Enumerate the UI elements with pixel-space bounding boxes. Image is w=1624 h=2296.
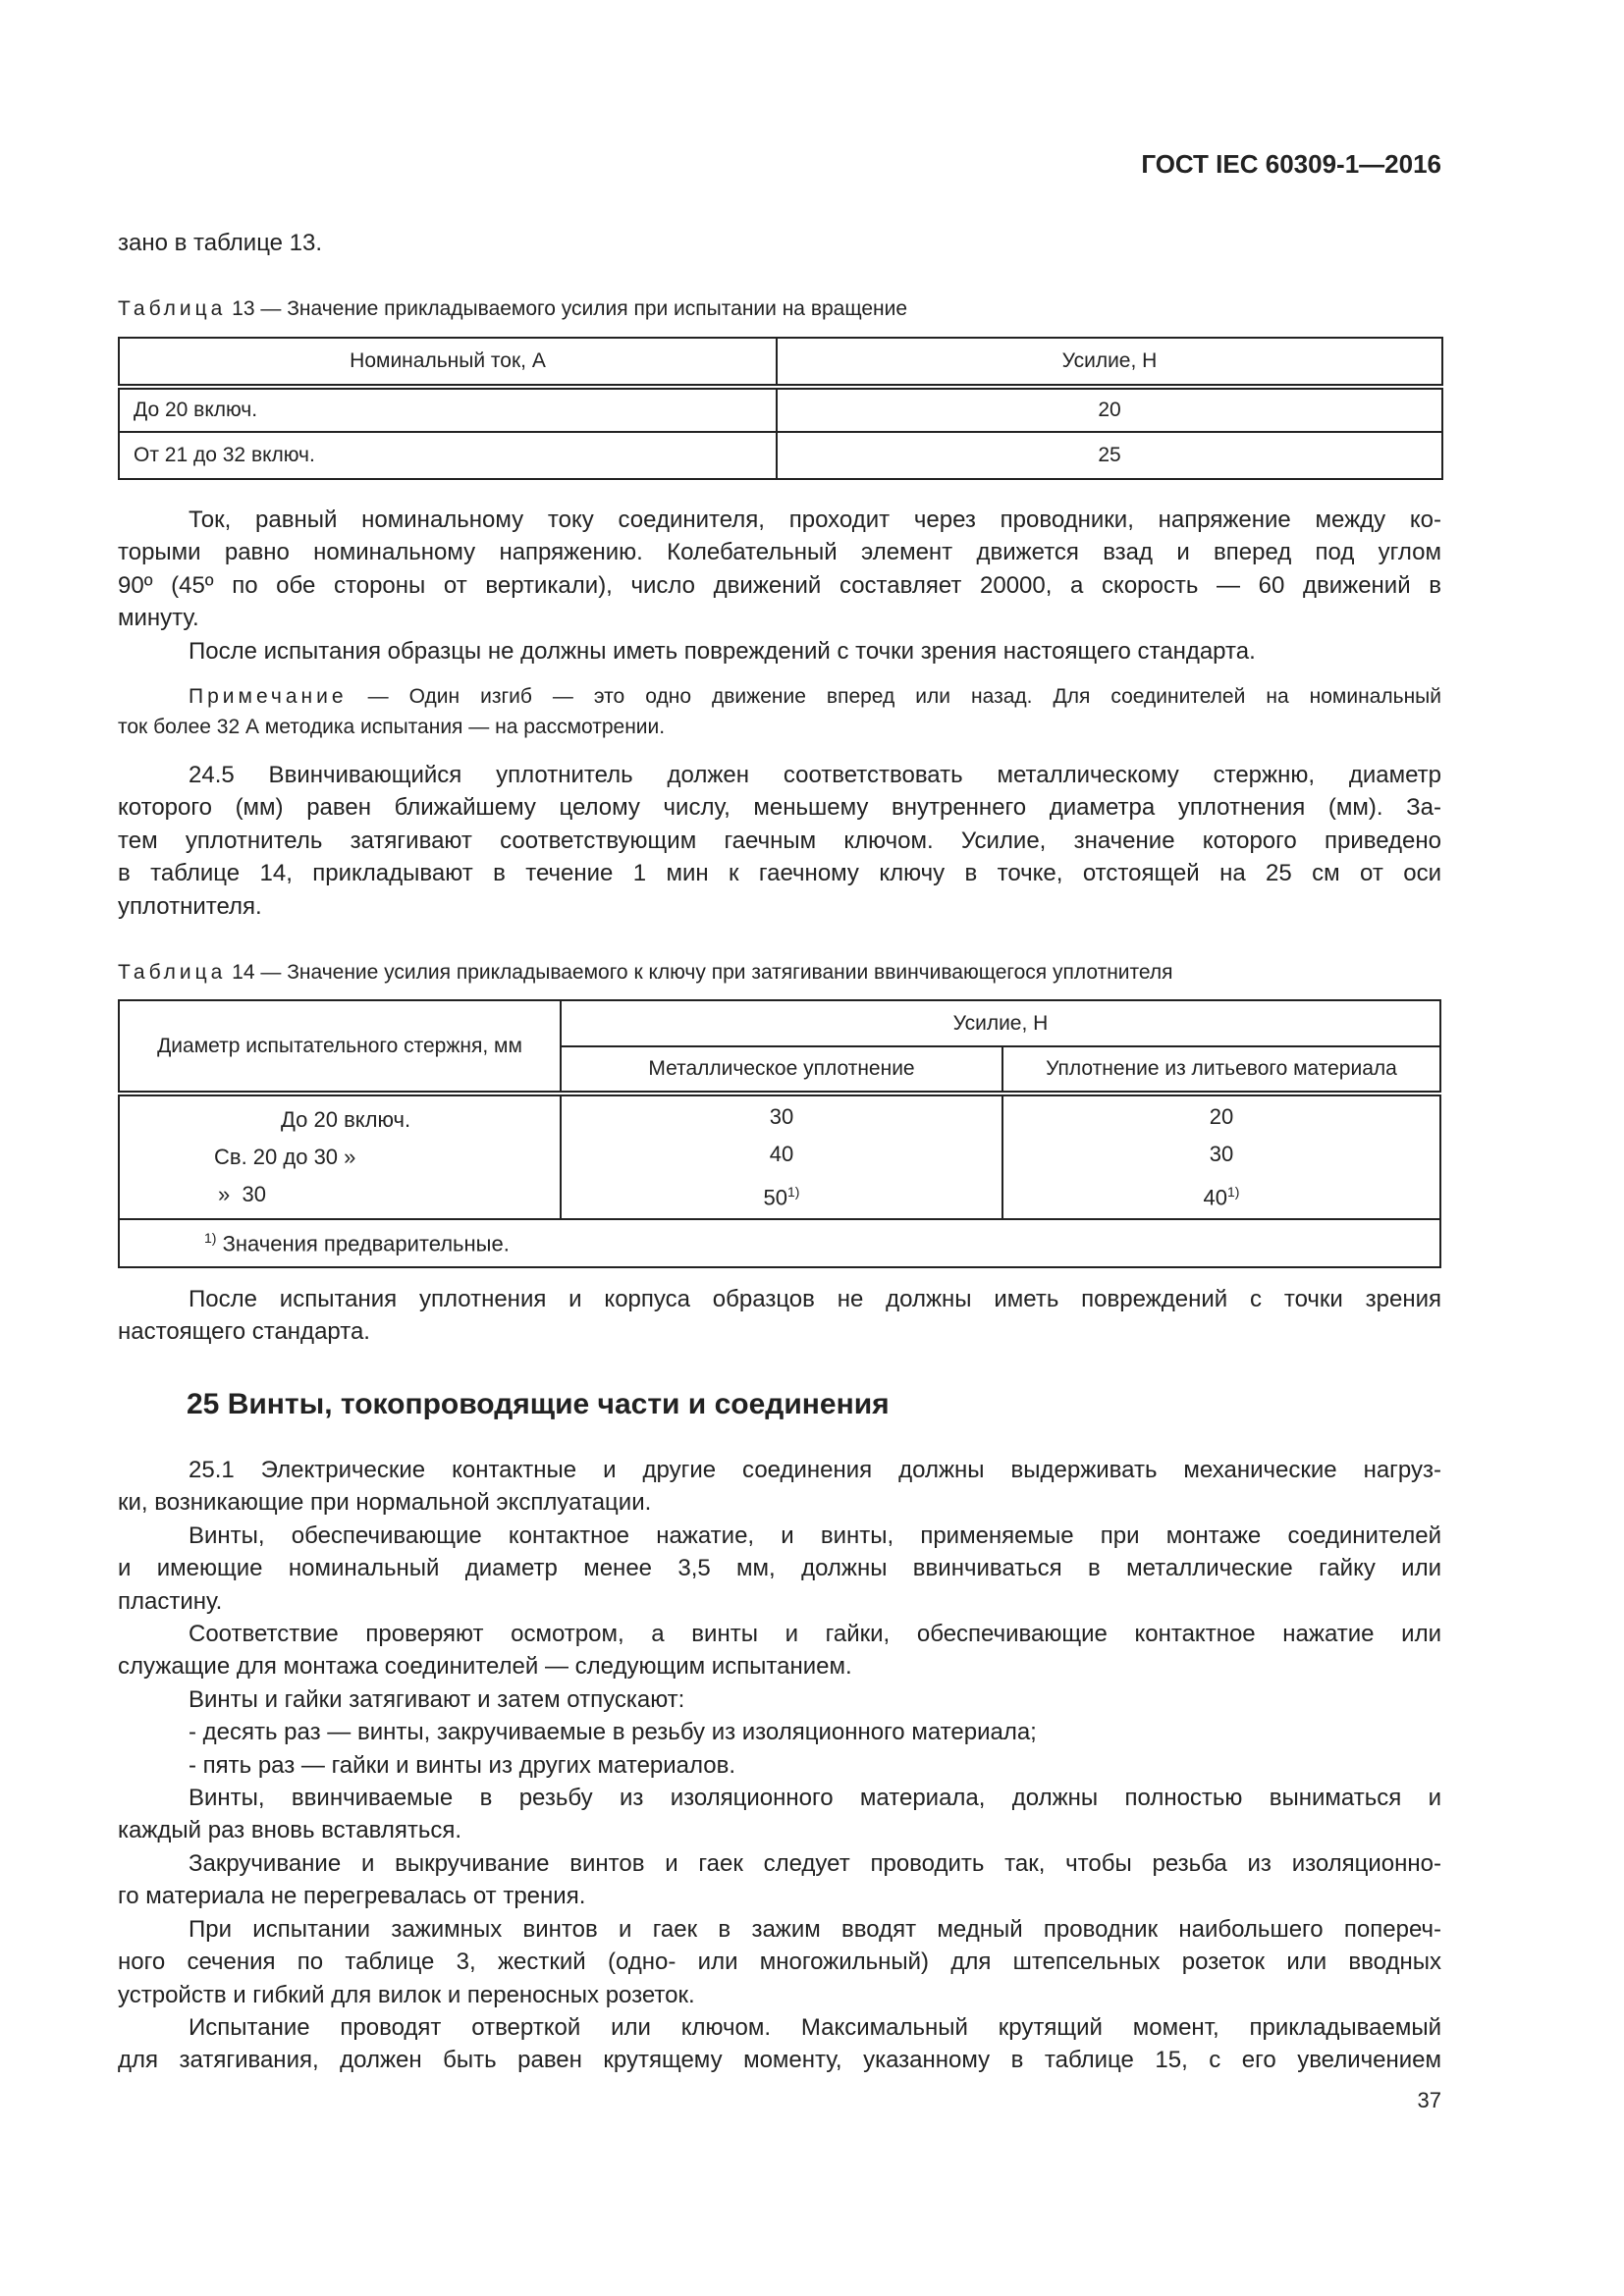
table14: Диаметр испытательного стержня, мм Усилие… [118, 999, 1441, 1268]
table14-footnote: 1) Значения предварительные. [118, 1218, 1441, 1268]
paragraph-line: - пять раз — гайки и винты из других мат… [189, 1751, 736, 1779]
table14-caption: Таблица 14 — Значение усилия прикладывае… [118, 961, 1173, 984]
paragraph-line: устройств и гибкий для вилок и переносны… [118, 1981, 695, 2008]
table13-header: Номинальный ток, А [118, 337, 778, 388]
para-24-5: 24.5 Ввинчивающийся уплотнитель должен с… [118, 762, 1441, 920]
paragraph-line: Закручивание и выкручивание винтов и гае… [189, 1849, 1441, 1877]
document-header: ГОСТ IEC 60309-1—2016 [1141, 149, 1441, 179]
note: Примечание — Один изгиб — это одно движе… [118, 685, 1441, 738]
paragraph-line: и имеющие номинальный диаметр менее 3,5 … [118, 1555, 1441, 1582]
section25-body: 25.1 Электрические контактные и другие с… [118, 1454, 1441, 2077]
paragraph-line: Испытание проводят отверткой или ключом.… [189, 2013, 1441, 2041]
section-heading: 25 Винты, токопроводящие части и соедине… [187, 1388, 890, 1420]
table13-header: Усилие, Н [776, 337, 1443, 388]
paragraph-line: Винты и гайки затягивают и затем отпуска… [189, 1685, 685, 1713]
page-number: 37 [1417, 2088, 1441, 2112]
paragraph-line: Соответствие проверяют осмотром, а винты… [189, 1621, 1441, 1648]
paragraph-line: служащие для монтажа соединителей — след… [118, 1653, 852, 1681]
paragraph-line: Винты, ввинчиваемые в резьбу из изоляцио… [189, 1785, 1441, 1812]
table13-caption: Таблица 13 — Значение прикладываемого ус… [118, 297, 908, 320]
para2: После испытания образцы не должны иметь … [189, 637, 1256, 665]
table-row: От 21 до 32 включ. 25 [118, 431, 1443, 480]
paragraph-line: ного сечения по таблице 3, жесткий (одно… [118, 1949, 1441, 1976]
para-after-table14: После испытания уплотнения и корпуса обр… [118, 1286, 1441, 1346]
paragraph-line: пластину. [118, 1587, 223, 1615]
paragraph-line: - десять раз — винты, закручиваемые в ре… [189, 1719, 1037, 1746]
paragraph-line: для затягивания, должен быть равен крутя… [118, 2047, 1441, 2074]
paragraph-line: Винты, обеспечивающие контактное нажатие… [189, 1522, 1441, 1549]
paragraph-line: каждый раз вновь вставляться. [118, 1817, 462, 1844]
table13: Номинальный ток, А Усилие, Н До 20 включ.… [118, 337, 1443, 480]
paragraph-line: 25.1 Электрические контактные и другие с… [189, 1457, 1441, 1483]
table-row: До 20 включ. 20 [118, 386, 1443, 433]
paragraph-line: го материала не перегревалась от трения. [118, 1883, 586, 1910]
paragraph-line: При испытании зажимных винтов и гаек в з… [189, 1915, 1441, 1943]
intro-line: зано в таблице 13. [118, 230, 323, 256]
paragraph-line: ки, возникающие при нормальной эксплуата… [118, 1489, 652, 1517]
para1: Ток, равный номинальному току соединител… [118, 504, 1441, 667]
table-row: До 20 включ. Св. 20 до 30 »» 30 30 40 501) … [118, 1093, 1441, 1220]
